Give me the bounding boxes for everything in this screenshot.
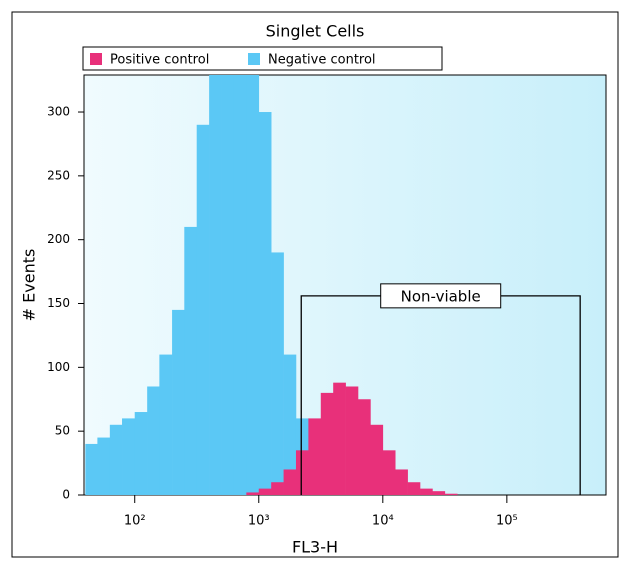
histogram-bar (221, 75, 235, 495)
marks (85, 75, 458, 495)
histogram-bar (109, 424, 123, 495)
legend (82, 46, 443, 71)
histogram-bar (184, 226, 198, 495)
legend-label: Positive control (110, 53, 209, 68)
y-axis-label: # Events (20, 249, 39, 322)
chart-title: Singlet Cells (266, 22, 365, 41)
y-tick-label: 50 (55, 424, 70, 438)
y-tick-label: 300 (47, 105, 70, 119)
histogram-bar (258, 488, 272, 495)
histogram-bar (147, 386, 160, 495)
histogram-bar (407, 482, 421, 495)
histogram-bar (308, 418, 322, 495)
histogram-bar (196, 124, 210, 495)
y-tick-label: 200 (47, 232, 70, 246)
histogram-bar (333, 382, 346, 495)
histogram-bar (159, 354, 173, 495)
histogram-bar (345, 386, 359, 495)
gate-label: Non-viable (401, 287, 481, 305)
y-tick-label: 0 (62, 488, 70, 502)
histogram-bar (395, 469, 408, 495)
histogram-bar (246, 492, 260, 495)
histogram-bar (258, 112, 272, 495)
histogram-bar (420, 488, 433, 495)
histogram-bar (233, 75, 247, 495)
histogram-bar (122, 418, 136, 495)
histogram-bar (295, 450, 309, 495)
frame (11, 11, 619, 558)
histogram-bar (209, 75, 222, 495)
histogram-bar (370, 424, 384, 495)
legend-swatch (90, 53, 102, 65)
histogram-bar (432, 491, 446, 495)
histogram-bar (283, 469, 297, 495)
y-tick-label: 150 (47, 296, 70, 310)
histogram-bar (134, 412, 148, 495)
histogram-bar (283, 354, 297, 495)
histogram-bar (172, 309, 185, 495)
histogram-bar (358, 399, 371, 495)
histogram-bar (382, 450, 396, 495)
legend-label: Negative control (268, 53, 376, 68)
histogram-bar (444, 493, 458, 495)
histogram-bar (246, 75, 260, 495)
x-tick-label: 10⁵ (496, 514, 518, 529)
histogram-bar (271, 482, 284, 495)
legend-swatch (248, 53, 260, 65)
histogram-bar (85, 443, 98, 495)
histogram-bar (97, 437, 111, 495)
x-tick-label: 10³ (248, 514, 270, 529)
histogram-bar (271, 252, 284, 495)
y-tick-label: 250 (47, 168, 70, 182)
histogram-bar (320, 392, 334, 495)
x-tick-label: 10⁴ (372, 514, 394, 529)
x-axis-label: FL3-H (292, 538, 338, 557)
y-tick-label: 100 (47, 360, 70, 374)
gate-label-box (380, 283, 502, 309)
x-tick-label: 10² (124, 514, 146, 529)
